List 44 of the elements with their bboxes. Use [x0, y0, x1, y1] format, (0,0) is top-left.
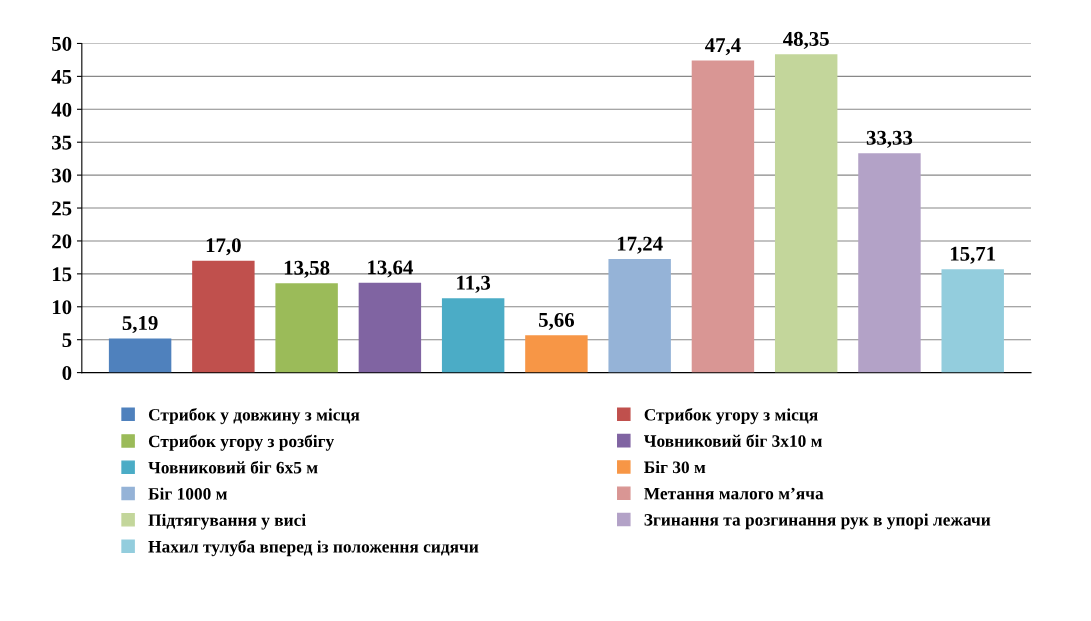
- bar: [941, 269, 1004, 373]
- legend-label: Стрибок угору з місця: [644, 407, 818, 425]
- y-tick-label: 30: [52, 168, 72, 183]
- data-label: 5,19: [122, 316, 158, 334]
- y-tick-label: 25: [52, 201, 72, 216]
- y-tick-label: 35: [52, 135, 72, 150]
- legend-label: Біг 30 м: [644, 460, 706, 474]
- legend-label: Згинання та розгинання рук в упорі лежачи: [644, 513, 991, 530]
- bar: [358, 282, 422, 373]
- legend-label: Метання малого м’яча: [644, 487, 824, 500]
- data-label: 33,33: [866, 130, 913, 148]
- data-label: 13,58: [284, 260, 330, 278]
- data-label: 15,71: [950, 246, 996, 264]
- bar: [608, 259, 671, 373]
- y-tick-label: 0: [62, 365, 72, 381]
- data-label: 48,35: [783, 31, 829, 49]
- bar: [691, 60, 755, 373]
- bar: [441, 298, 505, 373]
- y-tick-label: 10: [52, 300, 72, 315]
- legend-label: Човниковий біг 6х5 м: [148, 460, 318, 474]
- y-tick-label: 5: [62, 333, 72, 348]
- legend-label: Стрибок у довжину з місця: [148, 407, 360, 425]
- data-label: 11,3: [457, 275, 491, 293]
- data-label: 47,4: [704, 38, 741, 56]
- y-tick-label: 20: [52, 234, 72, 249]
- data-label: 13,64: [368, 260, 413, 278]
- data-label: 17,0: [206, 238, 241, 256]
- y-tick-label: 50: [52, 36, 72, 51]
- bar: [275, 283, 338, 373]
- bar: [774, 54, 838, 373]
- legend-label: Нахил тулуба вперед із положення сидячи: [148, 540, 479, 557]
- legend-label: Біг 1000 м: [148, 487, 227, 500]
- y-tick-label: 15: [52, 267, 72, 282]
- bar: [525, 335, 588, 373]
- legend-label: Стрибок угору з розбігу: [148, 434, 335, 451]
- bar: [108, 338, 172, 373]
- bar: [858, 153, 921, 373]
- data-label: 5,66: [539, 312, 575, 330]
- y-tick-label: 40: [51, 102, 72, 117]
- legend-label: Човниковий біг 3х10 м: [643, 434, 822, 447]
- data-label: 17,24: [617, 236, 663, 254]
- legend-label: Підтягування у висі: [148, 513, 306, 530]
- bar: [192, 260, 255, 373]
- y-tick-label: 45: [51, 69, 72, 84]
